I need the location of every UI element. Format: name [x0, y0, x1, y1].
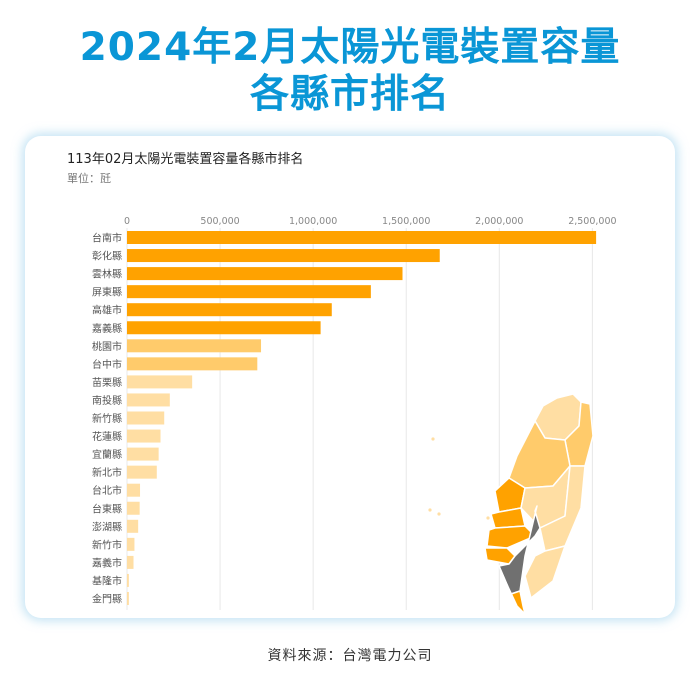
- headline: 2024年2月太陽光電裝置容量 各縣市排名: [0, 24, 700, 118]
- category-label-台中市: 台中市: [92, 358, 122, 371]
- category-label-新北市: 新北市: [92, 466, 122, 479]
- map-island-0: [431, 437, 435, 441]
- map-island-2: [437, 512, 441, 516]
- x-tick-label-5: 2,500,000: [568, 216, 616, 227]
- bar-雲林縣: [127, 267, 403, 281]
- bar-桃園市: [127, 339, 262, 353]
- label-layer: 0 500,000 1,000,000 1,500,000 2,000,000 2,500…: [92, 216, 617, 606]
- category-label-高雄市: 高雄市: [92, 304, 122, 317]
- map-island-1: [428, 508, 432, 512]
- category-label-金門縣: 金門縣: [92, 593, 122, 606]
- x-tick-label-3: 1,500,000: [382, 216, 430, 227]
- category-label-屏東縣: 屏東縣: [92, 286, 122, 299]
- category-label-新竹縣: 新竹縣: [92, 412, 122, 425]
- bar-台東縣: [127, 501, 140, 515]
- category-label-基隆市: 基隆市: [92, 574, 122, 587]
- headline-line-1: 2024年2月太陽光電裝置容量: [79, 25, 621, 70]
- x-tick-label-0: 0: [124, 216, 130, 227]
- bar-金門縣: [127, 592, 129, 605]
- map-taitung: [524, 545, 566, 599]
- bar-宜蘭縣: [127, 447, 159, 461]
- category-label-嘉義縣: 嘉義縣: [92, 322, 122, 335]
- chart-title: 113年02月太陽光電裝置容量各縣市排名: [67, 152, 304, 167]
- bar-台南市: [127, 231, 597, 244]
- map-pingtung: [498, 565, 526, 615]
- bar-嘉義市: [127, 555, 134, 569]
- category-label-南投縣: 南投縣: [92, 394, 122, 407]
- category-label-嘉義市: 嘉義市: [92, 556, 122, 569]
- bar-基隆市: [127, 573, 129, 587]
- category-label-彰化縣: 彰化縣: [92, 250, 122, 263]
- bar-新竹縣: [127, 411, 165, 425]
- bar-花蓮縣: [127, 429, 161, 443]
- category-label-台南市: 台南市: [92, 232, 122, 245]
- bar-苗栗縣: [127, 375, 193, 389]
- headline-line-2: 各縣市排名: [249, 72, 450, 117]
- source-note: 資料來源：台灣電力公司: [267, 648, 433, 664]
- x-tick-label-1: 500,000: [200, 216, 239, 227]
- bar-台中市: [127, 357, 258, 371]
- bar-南投縣: [127, 393, 170, 407]
- x-tick-label-2: 1,000,000: [289, 216, 337, 227]
- bar-新竹市: [127, 537, 135, 551]
- bar-屏東縣: [127, 285, 371, 299]
- category-label-花蓮縣: 花蓮縣: [92, 430, 122, 443]
- bar-layer: [127, 231, 597, 605]
- category-label-澎湖縣: 澎湖縣: [92, 521, 122, 533]
- bar-chart: 0 500,000 1,000,000 1,500,000 2,000,000 2,500…: [92, 216, 617, 615]
- category-label-桃園市: 桃園市: [92, 340, 122, 353]
- map-island-3: [486, 516, 490, 520]
- category-label-雲林縣: 雲林縣: [92, 268, 122, 281]
- taiwan-map: [428, 393, 594, 615]
- category-label-苗栗縣: 苗栗縣: [92, 377, 122, 389]
- map-yunlin: [490, 507, 526, 529]
- x-tick-label-4: 2,000,000: [475, 216, 523, 227]
- chart-card: 113年02月太陽光電裝置容量各縣市排名 單位：瓩 0 500,000 1,000,…: [25, 136, 675, 618]
- bar-台北市: [127, 483, 141, 497]
- bar-新北市: [127, 465, 157, 479]
- bar-高雄市: [127, 303, 332, 317]
- bar-澎湖縣: [127, 519, 139, 533]
- bar-彰化縣: [127, 249, 440, 263]
- category-label-台北市: 台北市: [92, 484, 122, 497]
- category-label-宜蘭縣: 宜蘭縣: [92, 448, 122, 461]
- chart-unit: 單位：瓩: [67, 172, 111, 185]
- category-label-新竹市: 新竹市: [92, 538, 122, 551]
- category-label-台東縣: 台東縣: [92, 502, 122, 515]
- bar-嘉義縣: [127, 321, 321, 335]
